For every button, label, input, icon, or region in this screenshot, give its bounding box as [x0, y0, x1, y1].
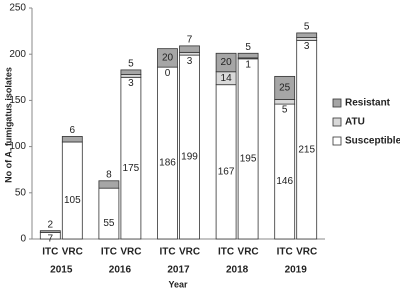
x-tick-label: VRC: [120, 247, 141, 258]
bar-segment: [120, 74, 142, 78]
data-label: 55: [103, 218, 115, 229]
x-tick-label: ITC: [159, 247, 175, 258]
legend-label: Susceptible: [345, 136, 400, 147]
bar-segment: [274, 75, 296, 100]
data-label: 105: [64, 195, 81, 206]
x-tick-label: VRC: [238, 247, 259, 258]
data-label: 20: [162, 53, 174, 64]
bar-segment: [274, 99, 296, 105]
data-label: 175: [123, 163, 140, 174]
bar-segment: [296, 39, 318, 240]
y-tick-label: 200: [9, 49, 26, 60]
data-label: 167: [218, 166, 235, 177]
bar-segment: [61, 136, 83, 143]
bar-segment: [179, 51, 200, 56]
data-label: 186: [159, 158, 176, 169]
legend-swatch: [332, 98, 342, 108]
data-label: 1: [245, 59, 251, 70]
bar-segment: [215, 52, 237, 73]
group-label: 2017: [167, 265, 190, 276]
data-label: 3: [128, 78, 134, 89]
legend-swatch: [332, 136, 342, 146]
group-label: 2015: [50, 265, 73, 276]
data-label: 5: [282, 105, 288, 116]
data-label: 5: [128, 59, 134, 70]
y-axis-label: No of A. fumigatus isolates: [3, 67, 13, 183]
bar-segment: [237, 52, 259, 59]
bar-segment: [39, 230, 61, 233]
bar-segment: [274, 103, 296, 240]
x-axis-label: Year: [168, 279, 188, 289]
legend-swatch: [332, 117, 342, 127]
data-label: 0: [165, 68, 171, 79]
data-label: 146: [276, 176, 293, 187]
y-tick-label: 250: [9, 3, 26, 14]
data-label: 7: [187, 35, 193, 46]
x-tick-label: VRC: [179, 247, 200, 258]
data-label: 215: [298, 144, 315, 155]
y-tick-label: 0: [20, 234, 26, 245]
legend-label: Resistant: [345, 98, 391, 109]
data-label: 195: [240, 154, 257, 165]
x-tick-label: VRC: [62, 247, 83, 258]
x-tick-label: ITC: [277, 247, 293, 258]
data-label: 3: [304, 41, 310, 52]
data-label: 199: [181, 152, 198, 163]
bar-segment: [296, 32, 318, 38]
x-tick-label: ITC: [101, 247, 117, 258]
data-label: 5: [304, 22, 310, 33]
data-label: 14: [221, 73, 233, 84]
bar-segment: [157, 66, 178, 240]
bar-segment: [179, 54, 200, 240]
bar-segment: [179, 45, 200, 53]
bar-segment: [98, 187, 120, 240]
group-label: 2016: [109, 265, 132, 276]
y-tick-label: 150: [9, 95, 26, 106]
data-label: 20: [221, 57, 233, 68]
data-label: 6: [70, 125, 76, 136]
x-tick-label: ITC: [218, 247, 234, 258]
data-label: 3: [187, 56, 193, 67]
bar-segment: [215, 84, 237, 240]
bar-segment: [120, 76, 142, 240]
bar-segment: [61, 141, 83, 240]
data-label: 5: [245, 42, 251, 53]
bar-segment: [157, 48, 178, 68]
y-tick-label: 50: [15, 187, 27, 198]
bar-segment: [296, 37, 318, 41]
data-label: 2: [48, 219, 54, 230]
y-tick-label: 100: [9, 141, 26, 152]
data-label: 25: [279, 83, 291, 94]
x-tick-label: VRC: [296, 247, 317, 258]
data-label: 8: [106, 169, 112, 180]
group-label: 2018: [226, 265, 249, 276]
group-label: 2019: [285, 265, 308, 276]
data-label: 7: [48, 234, 54, 245]
bar-segment: [237, 58, 259, 240]
bar-segment: [120, 69, 142, 75]
bar-segment: [98, 180, 120, 189]
x-tick-label: ITC: [42, 247, 58, 258]
legend-label: ATU: [345, 117, 365, 128]
